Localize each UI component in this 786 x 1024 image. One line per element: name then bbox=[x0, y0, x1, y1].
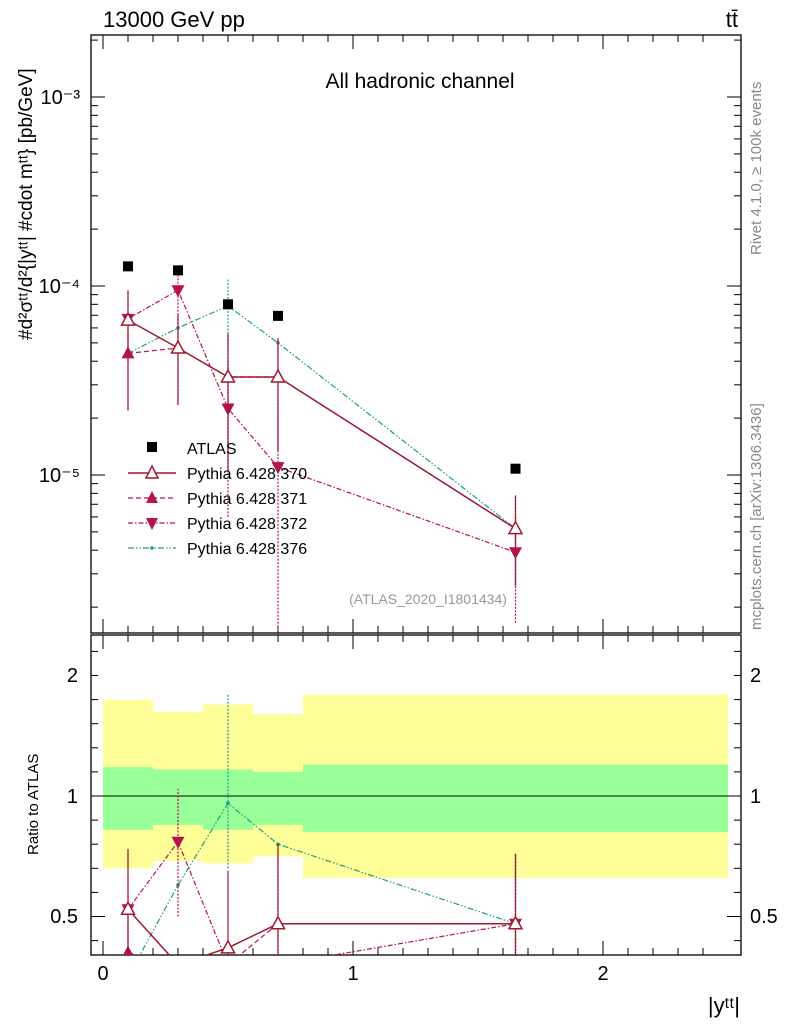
process-label: tt̄ bbox=[726, 7, 738, 32]
ratio-point-p370 bbox=[270, 915, 286, 930]
ratio-tick-label-2-left: 2 bbox=[67, 665, 78, 687]
ratio-point-p372 bbox=[222, 960, 235, 972]
main-point-p372 bbox=[271, 462, 285, 475]
main-point-p370 bbox=[120, 311, 136, 326]
ratio-tick-label-1-right: 1 bbox=[750, 786, 761, 808]
legend-marker-atlas bbox=[147, 442, 157, 452]
main-point-p370 bbox=[220, 368, 236, 383]
main-tick-label-1e-5: 10⁻⁵ bbox=[39, 465, 80, 487]
band-inner-4 bbox=[303, 764, 728, 833]
main-point-p370 bbox=[170, 339, 186, 354]
ratio-tick-label-0.5-left: 0.5 bbox=[50, 906, 78, 928]
ratio-point-p371 bbox=[172, 958, 185, 970]
legend: ATLAS Pythia 6.428 370 Pythia 6.428 371 … bbox=[128, 441, 307, 558]
band-inner-2 bbox=[203, 769, 253, 830]
ratio-line-p371 bbox=[127, 923, 516, 955]
y-axis-label-main: #d²σᵗᵗ/d²{|yᵗᵗ| #cdot mᵗᵗ} [pb/GeV] bbox=[16, 68, 37, 340]
ratio-point-p372 bbox=[171, 836, 185, 849]
atlas-point bbox=[223, 299, 233, 310]
main-plot bbox=[120, 261, 524, 631]
legend-marker-376 bbox=[150, 546, 154, 550]
legend-label-atlas: ATLAS bbox=[187, 441, 237, 458]
band-inner-0 bbox=[103, 767, 153, 830]
legend-marker-372 bbox=[146, 518, 158, 530]
main-line-p372 bbox=[127, 289, 516, 553]
ratio-point-p376 bbox=[126, 975, 130, 979]
x-tick-label-1: 1 bbox=[347, 963, 358, 985]
rivet-label: Rivet 4.1.0, ≥ 100k events bbox=[748, 82, 765, 255]
ratio-point-p372 bbox=[272, 960, 285, 972]
legend-label-372: Pythia 6.428 372 bbox=[187, 516, 307, 533]
ratio-point-p370 bbox=[172, 958, 185, 970]
main-tick-label-1e-3: 10⁻³ bbox=[41, 87, 81, 109]
atlas-point bbox=[123, 261, 133, 272]
analysis-label: (ATLAS_2020_I1801434) bbox=[349, 591, 507, 607]
energy-label: 13000 GeV pp bbox=[103, 7, 245, 32]
ratio-point-p376 bbox=[176, 883, 180, 887]
main-tick-label-1e-4: 10⁻⁴ bbox=[39, 276, 80, 298]
main-frame bbox=[90, 34, 742, 634]
ratio-point-p371 bbox=[222, 958, 235, 970]
ratio-plot bbox=[120, 694, 524, 979]
legend-label-376: Pythia 6.428 376 bbox=[187, 541, 307, 558]
ratio-point-p376 bbox=[226, 801, 230, 806]
main-point-p372 bbox=[171, 285, 185, 298]
x-tick-label-2: 2 bbox=[597, 963, 608, 985]
legend-marker-370 bbox=[144, 464, 160, 479]
atlas-point bbox=[273, 310, 283, 321]
mcplots-label: mcplots.cern.ch [arXiv:1306.3436] bbox=[748, 403, 765, 630]
ratio-point-p370 bbox=[220, 939, 236, 954]
ratio-tick-label-2-right: 2 bbox=[750, 665, 761, 687]
ratio-point-p370 bbox=[507, 915, 524, 930]
ratio-line-p372 bbox=[127, 840, 516, 955]
atlas-point bbox=[510, 463, 521, 474]
atlas-point bbox=[173, 265, 183, 276]
legend-label-371: Pythia 6.428 371 bbox=[187, 491, 307, 508]
ratio-frame bbox=[90, 634, 742, 956]
legend-label-370: Pythia 6.428 370 bbox=[187, 466, 307, 483]
band-inner-3 bbox=[253, 771, 303, 825]
ratio-bands bbox=[103, 694, 728, 878]
ratio-tick-label-1-left: 1 bbox=[67, 786, 78, 808]
ratio-tick-label-0.5-right: 0.5 bbox=[750, 906, 778, 928]
y-axis-label-ratio: Ratio to ATLAS bbox=[25, 754, 42, 855]
ratio-line-p370 bbox=[127, 908, 516, 955]
ratio-point-p370 bbox=[120, 900, 136, 916]
legend-marker-371 bbox=[146, 491, 158, 503]
axis-ticks bbox=[91, 35, 741, 955]
main-point-p370 bbox=[507, 520, 524, 535]
main-point-p370 bbox=[270, 368, 286, 383]
x-tick-label-0: 0 bbox=[97, 963, 108, 985]
x-axis-label: |yᵗᵗ| bbox=[708, 993, 740, 1018]
channel-label: All hadronic channel bbox=[325, 70, 514, 93]
